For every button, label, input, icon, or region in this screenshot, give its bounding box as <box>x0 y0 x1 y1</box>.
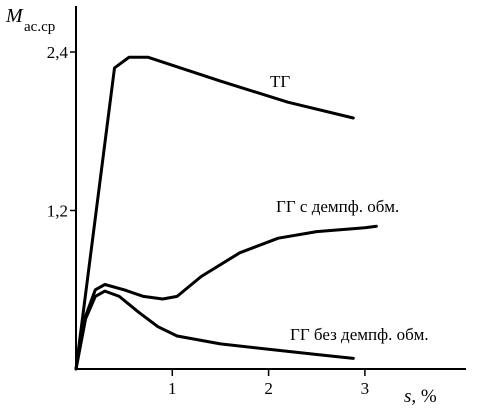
x-axis-title-var: s <box>404 386 411 407</box>
x-axis-title: s, % <box>404 386 437 407</box>
axes <box>75 6 466 370</box>
series-label-gg-with-damper: ГГ с демпф. обм. <box>276 197 399 216</box>
y-axis-title: M ас.ср <box>5 5 55 35</box>
y-axis-title-main: M <box>5 5 24 27</box>
y-tick-label: 2,4 <box>47 43 69 62</box>
x-axis-title-unit: , % <box>411 386 437 407</box>
series-label-tg: ТГ <box>270 72 290 91</box>
x-tick-label: 3 <box>361 379 370 398</box>
series-labels: ТГ ГГ с демпф. обм. ГГ без демпф. обм. <box>270 72 429 344</box>
y-axis-title-sub: ас.ср <box>24 19 55 35</box>
series-lines <box>74 55 378 371</box>
series-line-tg <box>74 55 355 371</box>
series-line-gg-with-damper <box>74 224 378 371</box>
x-tick-label: 1 <box>168 379 177 398</box>
series-label-gg-without-damper: ГГ без демпф. обм. <box>290 325 429 344</box>
series-line-gg-without-damper <box>74 289 355 371</box>
y-tick-label: 1,2 <box>47 202 68 221</box>
ticks: 1 2 3 1,2 2,4 <box>47 43 369 398</box>
x-tick-label: 2 <box>264 379 273 398</box>
svg-text:s, %: s, % <box>404 386 437 407</box>
